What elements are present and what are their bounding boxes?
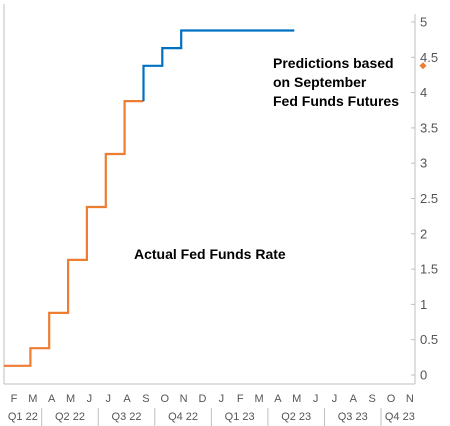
prediction-annotation-line: Fed Funds Futures [273, 93, 399, 109]
y-tick-label: 2.5 [420, 191, 438, 206]
x-month-label: J [106, 393, 112, 405]
x-month-label: A [123, 393, 131, 405]
y-tick-label: 0.5 [420, 332, 438, 347]
x-quarter-label: Q2 23 [281, 411, 311, 423]
x-quarter-label: Q4 23 [385, 411, 415, 423]
x-month-label: M [292, 393, 301, 405]
x-month-label: J [87, 393, 93, 405]
x-month-label: A [274, 393, 282, 405]
x-month-label: J [313, 393, 319, 405]
x-month-label: S [142, 393, 149, 405]
x-month-label: A [48, 393, 56, 405]
x-month-label: O [387, 393, 396, 405]
x-month-label: M [28, 393, 37, 405]
y-tick-label: 2 [420, 226, 427, 241]
x-month-label: J [332, 393, 338, 405]
chart-axes [3, 4, 416, 426]
x-axis-tick-labels: F M A M J J A S O N D J F M A M J J A S O NQ1 22 Q2 22 Q3 22 Q4 … [8, 393, 415, 423]
prediction-annotation: Predictions based on September Fed Funds… [273, 55, 399, 109]
actual-rate-annotation: Actual Fed Funds Rate [134, 246, 286, 262]
y-tick-label: 3.5 [420, 120, 438, 135]
x-quarter-label: Q4 22 [168, 411, 198, 423]
y-tick-label: 0 [420, 368, 427, 383]
x-quarter-label: Q1 22 [8, 411, 38, 423]
x-month-label: M [254, 393, 263, 405]
y-tick-label: 4 [420, 85, 427, 100]
series-line [142, 29, 295, 102]
y-axis-tick-labels: 0 0.5 1 1.5 2 2.5 3 3.5 4 4.5 5 [420, 15, 438, 383]
x-quarter-label: Q3 23 [338, 411, 368, 423]
y-tick-label: 5 [420, 15, 427, 30]
prediction-annotation-line: on September [273, 74, 367, 90]
x-quarter-label: Q1 23 [225, 411, 255, 423]
x-quarter-label: Q3 22 [112, 411, 142, 423]
prediction-annotation-line: Predictions based [273, 55, 394, 71]
chart-series [4, 29, 427, 367]
actual-rate-annotation-line: Actual Fed Funds Rate [134, 246, 286, 262]
series-line [4, 100, 144, 367]
x-month-label: O [161, 393, 170, 405]
y-tick-label: 1.5 [420, 262, 438, 277]
x-month-label: F [11, 393, 18, 405]
y-tick-label: 3 [420, 156, 427, 171]
x-month-label: M [66, 393, 75, 405]
x-month-label: J [219, 393, 225, 405]
y-tick-label: 1 [420, 297, 427, 312]
x-month-label: N [180, 393, 188, 405]
x-month-label: F [237, 393, 244, 405]
x-month-label: S [368, 393, 375, 405]
x-month-label: N [406, 393, 414, 405]
y-tick-label: 4.5 [420, 50, 438, 65]
rate-marker [419, 62, 427, 70]
x-month-label: A [350, 393, 358, 405]
x-month-label: D [199, 393, 207, 405]
x-quarter-label: Q2 22 [55, 411, 85, 423]
